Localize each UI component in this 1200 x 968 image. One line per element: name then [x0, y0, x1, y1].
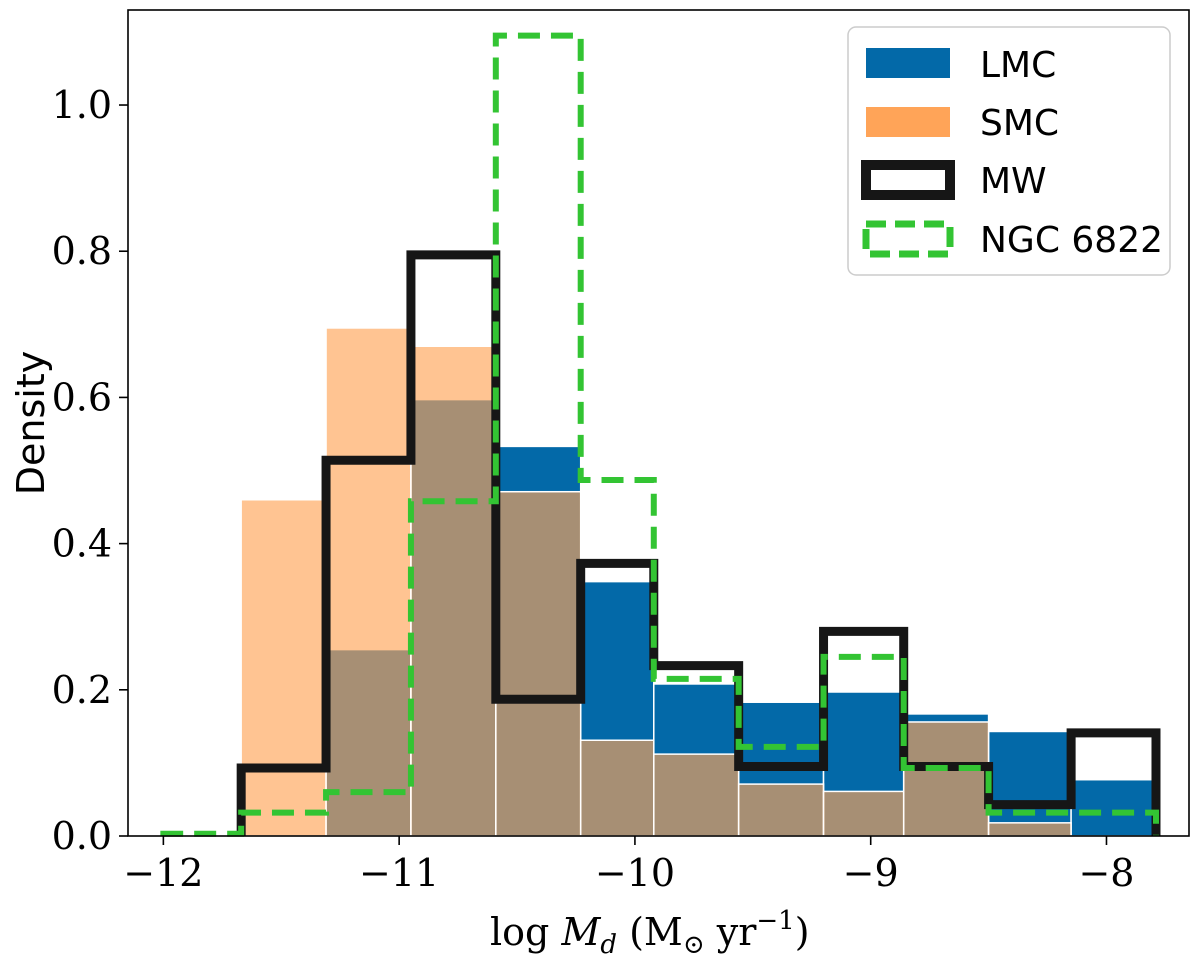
legend-label-smc: SMC [980, 103, 1059, 144]
x-tick-label-0: −12 [123, 851, 203, 895]
legend-swatch-ngc6822 [862, 220, 954, 258]
bar-smc-0 [240, 499, 327, 837]
legend-entry-mw: MW [861, 160, 1047, 202]
legend-label-ngc6822: NGC 6822 [980, 220, 1163, 261]
x-tick-label-2: −10 [595, 851, 675, 895]
x-axis-label: log Md (M⊙ yr−1) [490, 906, 810, 960]
histogram-bars [240, 327, 1157, 837]
legend-entry-ngc6822: NGC 6822 [862, 220, 1163, 261]
bar-smc-8 [902, 721, 990, 837]
y-tick-label-2: 0.4 [52, 522, 112, 566]
legend-entry-lmc: LMC [866, 45, 1056, 86]
bar-smc-6 [737, 783, 825, 837]
x-tick-label-1: −11 [359, 851, 439, 895]
x-tick-label-3: −9 [843, 851, 899, 895]
x-axis-ticks: −12 −11 −10 −9 −8 [123, 836, 1134, 895]
y-tick-label-5: 1.0 [52, 83, 112, 127]
y-tick-label-0: 0.0 [52, 814, 112, 858]
bar-lmc-9 [987, 730, 1072, 837]
legend-swatch-lmc [866, 48, 950, 78]
y-tick-label-1: 0.2 [52, 668, 112, 712]
legend-swatch-smc [866, 107, 950, 137]
legend: LMC SMC MW NGC 6822 [847, 26, 1171, 276]
x-tick-label-4: −8 [1078, 851, 1134, 895]
bar-lmc-10 [1070, 778, 1157, 837]
y-axis-ticks: 0.0 0.2 0.4 0.6 0.8 1.0 [52, 83, 128, 858]
histogram-step-lines [160, 32, 1161, 837]
legend-box [847, 26, 1171, 276]
y-axis-label: Density [9, 351, 53, 495]
bar-smc-2 [410, 345, 497, 837]
step-line-mw [236, 250, 1161, 836]
bar-smc-7 [822, 790, 905, 837]
legend-swatch-mw [861, 160, 955, 200]
legend-label-lmc: LMC [980, 45, 1056, 86]
bar-smc-3 [495, 490, 582, 837]
y-tick-label-3: 0.6 [52, 375, 112, 419]
legend-label-mw: MW [980, 161, 1047, 202]
plot-frame [127, 9, 1190, 837]
bar-smc-4 [579, 739, 655, 837]
bar-smc-1 [325, 327, 412, 837]
y-tick-label-4: 0.8 [52, 229, 112, 273]
bar-smc-9 [987, 822, 1072, 837]
step-line-ngc6822 [160, 32, 1159, 837]
legend-entry-smc: SMC [866, 103, 1059, 144]
bar-smc-5 [653, 753, 740, 837]
